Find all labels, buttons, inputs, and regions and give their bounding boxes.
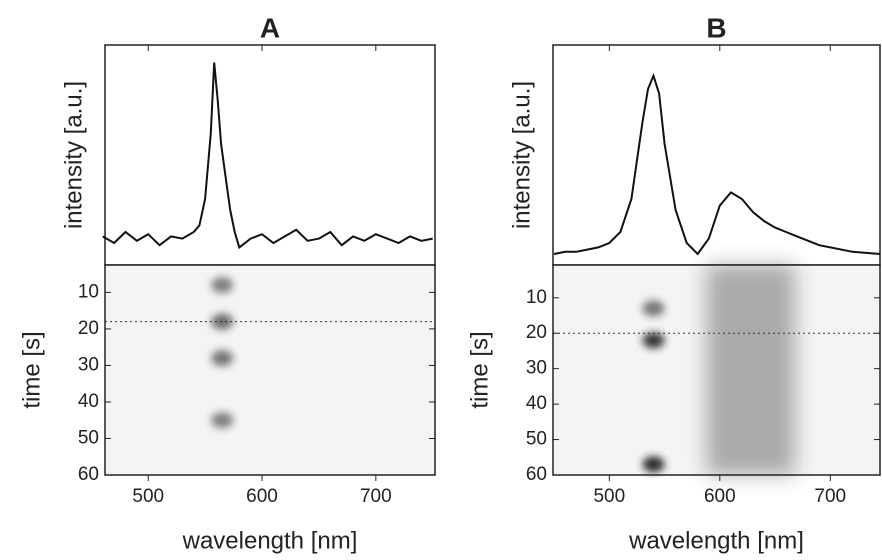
spectrum-line (102, 62, 433, 250)
y-tick-label: 10 (526, 287, 547, 308)
y-tick-label: 60 (78, 464, 99, 485)
x-tick-label: 500 (593, 486, 625, 507)
emission-spot (211, 350, 234, 367)
emission-spot (642, 332, 665, 349)
emission-spot (642, 456, 665, 473)
emission-spot (211, 313, 234, 330)
y-tick-label: 60 (526, 464, 547, 485)
x-tick-label: 700 (814, 486, 846, 507)
emission-spot (642, 300, 665, 317)
y-tick-label: 30 (78, 354, 99, 375)
emission-spot (211, 277, 234, 294)
x-axis-label: wavelength [nm] (628, 527, 804, 554)
y-axis-label: time [s] (18, 331, 45, 408)
y-axis-label: time [s] (466, 331, 493, 408)
x-axis-label: wavelength [nm] (182, 527, 358, 554)
plot-frame (552, 264, 881, 476)
plot-frame (552, 44, 881, 266)
y-tick-label: 40 (78, 391, 99, 412)
x-tick-label: 600 (704, 486, 736, 507)
x-tick-label: 700 (360, 486, 392, 507)
panel-title: A (260, 12, 280, 43)
y-tick-label: 50 (526, 429, 547, 450)
x-tick-label: 600 (246, 486, 278, 507)
plot-frame (104, 264, 436, 476)
y-tick-label: 30 (526, 358, 547, 379)
x-tick-label: 500 (132, 486, 164, 507)
image-bg (105, 265, 435, 475)
y-tick-label: 40 (526, 393, 547, 414)
y-axis-label: intensity [a.u.] (60, 81, 87, 229)
y-axis-label: intensity [a.u.] (508, 81, 535, 229)
panel-title: B (706, 12, 726, 43)
y-tick-label: 10 (78, 281, 99, 302)
y-tick-label: 20 (526, 322, 547, 343)
plot-frame (104, 44, 436, 266)
spectrum-line (553, 72, 881, 256)
y-tick-label: 20 (78, 318, 99, 339)
y-tick-label: 50 (78, 427, 99, 448)
emission-band (706, 265, 795, 475)
emission-spot (211, 412, 234, 429)
